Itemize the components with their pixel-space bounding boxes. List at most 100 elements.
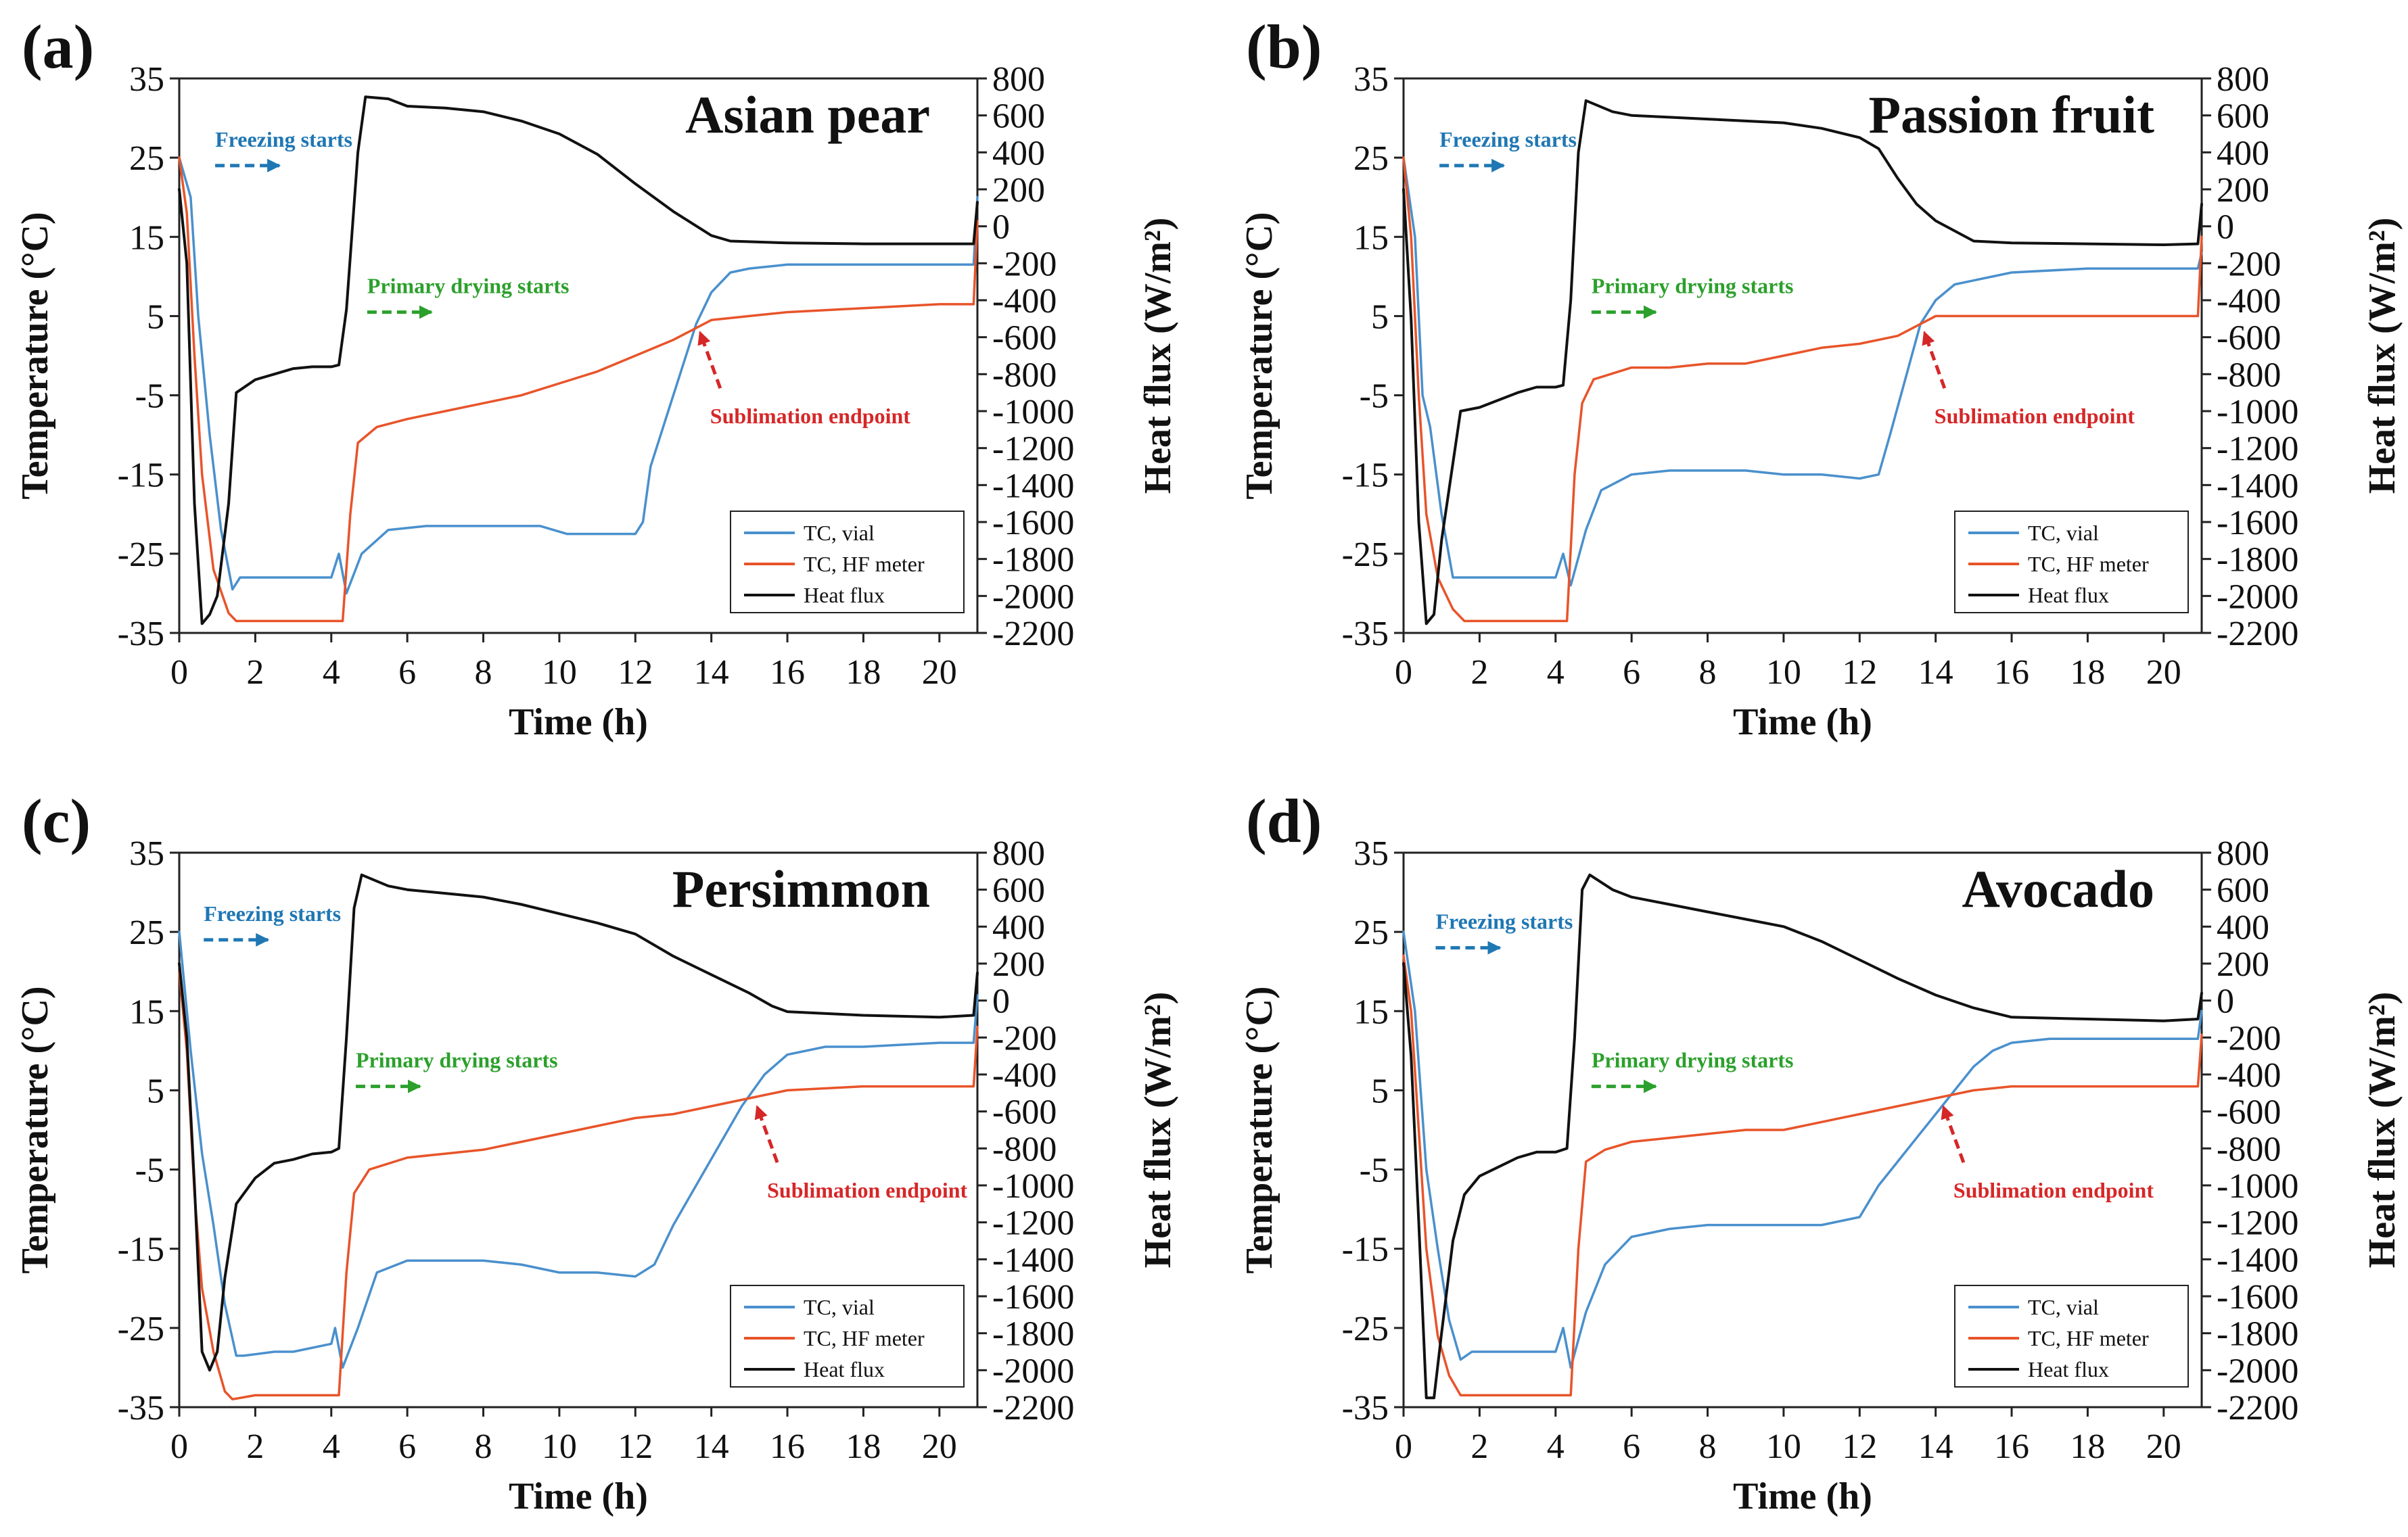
panel-label: (d) [1246, 786, 1322, 855]
y2-tick-label: -2000 [2217, 1352, 2298, 1390]
y-tick-label: -15 [118, 456, 164, 495]
y2-tick-label: -1200 [2217, 430, 2298, 469]
dashed-arrow-icon [697, 331, 722, 389]
series-line-tc-vial [1402, 930, 2203, 1369]
plot-area [1402, 77, 2203, 634]
y2-tick-label: -1200 [992, 1204, 1074, 1243]
x-tick-label: 12 [618, 653, 653, 692]
x-tick-label: 20 [922, 1427, 957, 1466]
annotation-freezing: Freezing starts [1435, 909, 1573, 934]
chart-title: Avocado [1962, 859, 2154, 918]
dashed-arrow-icon [754, 1105, 779, 1163]
y-tick-label: -35 [118, 1389, 164, 1427]
legend-label: TC, HF meter [804, 552, 925, 576]
x-tick-label: 0 [1395, 1427, 1412, 1466]
y2-tick-label: -200 [2217, 1019, 2281, 1058]
y2-tick-label: -800 [2217, 1130, 2281, 1168]
x-tick-label: 6 [1623, 1427, 1640, 1466]
x-tick-label: 14 [694, 1427, 729, 1466]
y2-axis-label: Heat flux (W/m²) [2361, 218, 2403, 494]
y2-tick-label: -800 [992, 1130, 1057, 1168]
x-axis-label: Time (h) [1733, 1475, 1872, 1517]
y-tick-label: -5 [135, 377, 164, 416]
y2-tick-label: -1400 [992, 467, 1074, 505]
y2-tick-label: -2000 [992, 577, 1074, 616]
y2-tick-label: -400 [992, 282, 1057, 321]
y2-tick-label: -600 [992, 319, 1057, 358]
annotation-endpoint: Sublimation endpoint [710, 404, 910, 428]
y2-tick-label: 800 [2217, 60, 2269, 99]
y2-tick-label: 600 [992, 872, 1045, 910]
y2-axis-label: Heat flux (W/m²) [1137, 218, 1179, 494]
y-tick-label: -25 [118, 1310, 164, 1348]
x-tick-label: 14 [1918, 653, 1953, 692]
x-tick-label: 10 [542, 653, 577, 692]
chart-title: Persimmon [672, 859, 930, 918]
y-tick-label: -25 [118, 536, 164, 574]
y-tick-label: -15 [1342, 1231, 1389, 1269]
x-tick-label: 8 [475, 653, 492, 692]
y-tick-label: -5 [135, 1152, 164, 1190]
annotation-endpoint: Sublimation endpoint [1935, 404, 2135, 428]
x-tick-label: 18 [846, 1427, 881, 1466]
legend-label: TC, vial [2028, 1295, 2099, 1319]
x-tick-label: 18 [2070, 653, 2105, 692]
y2-tick-label: 400 [992, 134, 1045, 172]
series-line-tc-vial [178, 156, 979, 595]
y2-tick-label: -1000 [992, 1167, 1074, 1206]
x-tick-label: 6 [398, 653, 416, 692]
y-tick-label: 35 [1353, 834, 1389, 873]
panel-label: (b) [1246, 12, 1322, 81]
plot-area [178, 77, 979, 634]
x-tick-label: 6 [1623, 653, 1640, 692]
annotation-endpoint: Sublimation endpoint [767, 1178, 967, 1202]
legend-label: TC, vial [804, 521, 875, 545]
series-line-heat-flux [178, 95, 979, 625]
y2-tick-label: -2200 [2217, 1389, 2298, 1427]
series-line-tc-hf-meter [1402, 156, 2203, 623]
y2-axis-label: Heat flux (W/m²) [1137, 992, 1179, 1269]
y2-tick-label: 600 [992, 97, 1045, 136]
y2-tick-label: -1800 [992, 1315, 1074, 1354]
y2-tick-label: -1000 [992, 393, 1074, 431]
legend-label: TC, vial [804, 1295, 875, 1319]
y2-tick-label: 800 [2217, 834, 2269, 873]
y2-tick-label: -1200 [992, 430, 1074, 469]
y-tick-label: 25 [129, 914, 164, 952]
plot-area [1402, 851, 2203, 1409]
chart-panel-c: (c) Persimmon 0 2 4 6 8 10 12 14 16 18 20 -35 -25 -15 -5… [14, 786, 1179, 1517]
y2-tick-label: 400 [2217, 908, 2269, 947]
x-tick-label: 12 [1842, 653, 1877, 692]
annotation-drying: Primary drying starts [356, 1048, 558, 1072]
y2-tick-label: -1000 [2217, 1167, 2298, 1206]
annotation-drying: Primary drying starts [367, 274, 570, 298]
x-tick-label: 10 [1766, 1427, 1801, 1466]
y2-tick-label: 200 [2217, 945, 2269, 984]
x-tick-label: 14 [694, 653, 729, 692]
y-tick-label: 5 [1371, 298, 1389, 336]
y-tick-label: 15 [1353, 218, 1389, 257]
y-tick-label: 25 [1353, 914, 1389, 952]
y-tick-label: -15 [1342, 456, 1389, 495]
y2-tick-label: 800 [992, 834, 1045, 873]
y-tick-label: -25 [1342, 536, 1389, 574]
y2-tick-label: 0 [992, 208, 1010, 247]
y2-tick-label: -400 [2217, 1056, 2281, 1095]
x-tick-label: 16 [770, 1427, 805, 1466]
x-tick-label: 16 [770, 653, 805, 692]
y-tick-label: -5 [1360, 1152, 1389, 1190]
legend-label: Heat flux [804, 583, 885, 607]
series-line-tc-hf-meter [1402, 954, 2203, 1397]
y2-tick-label: -1600 [992, 1278, 1074, 1317]
y2-tick-label: -200 [2217, 245, 2281, 283]
legend-label: Heat flux [804, 1357, 885, 1381]
annotation-freezing: Freezing starts [215, 127, 352, 151]
y2-tick-label: -2000 [992, 1352, 1074, 1390]
x-tick-label: 10 [1766, 653, 1801, 692]
y2-tick-label: -1000 [2217, 393, 2298, 431]
y-axis-label: Temperature (°C) [1238, 212, 1280, 499]
x-tick-label: 20 [2146, 653, 2181, 692]
y2-tick-label: -2000 [2217, 577, 2298, 616]
x-tick-label: 16 [1994, 1427, 2029, 1466]
